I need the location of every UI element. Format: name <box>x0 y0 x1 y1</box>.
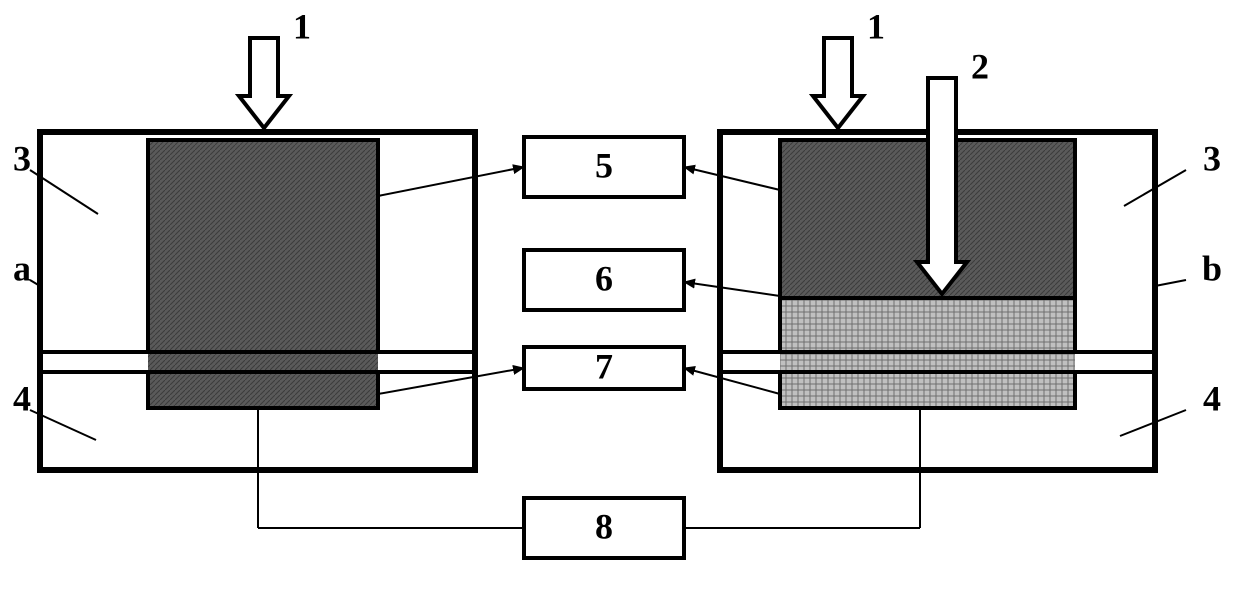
block-right-slit-gap-right <box>1075 352 1152 372</box>
label-L3_right: 3 <box>1203 138 1221 178</box>
mid-box-5-label: 5 <box>595 145 613 185</box>
label-L1_right: 1 <box>867 6 885 46</box>
block-right-slit-gap-left <box>723 352 780 372</box>
big-arrow-1-right <box>813 38 863 128</box>
mid-box-8-label: 8 <box>595 506 613 546</box>
mid-box-7-label: 7 <box>595 346 613 386</box>
leader-Lb <box>1155 280 1186 286</box>
label-Lb: b <box>1202 248 1222 288</box>
block-left-dark-slit <box>148 352 378 372</box>
block-left-below <box>148 372 378 408</box>
label-L4_right: 4 <box>1203 378 1221 418</box>
block-right-below <box>780 372 1075 408</box>
label-L3_left: 3 <box>13 138 31 178</box>
block-left-slit-gap-right <box>378 352 472 372</box>
mid-box-6-label: 6 <box>595 258 613 298</box>
block-right-grid-slit <box>780 352 1075 372</box>
diagram-canvas: 5 6 7 8 1 1 2 3 3 a b 4 4 <box>0 0 1239 596</box>
label-L4_left: 4 <box>13 378 31 418</box>
block-right-grid <box>780 298 1075 352</box>
block-left-slit-gap-left <box>43 352 148 372</box>
block-left-dark <box>148 140 378 352</box>
label-L2: 2 <box>971 46 989 86</box>
label-L1_left: 1 <box>293 6 311 46</box>
label-La: a <box>13 248 31 288</box>
big-arrow-1-left <box>239 38 289 128</box>
